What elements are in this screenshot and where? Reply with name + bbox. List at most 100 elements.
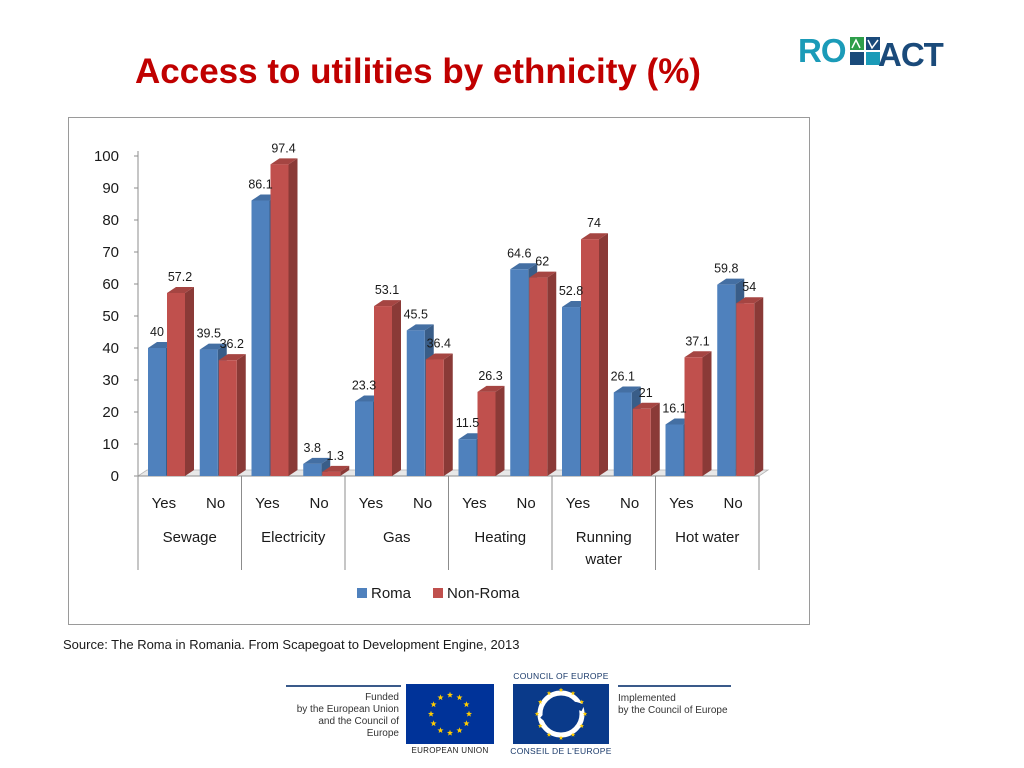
bar-roma [562,307,580,476]
bar-non-roma-side [702,351,712,476]
chart-frame: 0 10 20 30 40 50 60 70 80 90 100 40 57.2 Yes 39.5 36.2 N… [68,117,810,625]
x-subcategory-label: No [620,495,639,512]
coe-caption-top: COUNCIL OF EUROPE [513,671,609,681]
x-subcategory-label: No [413,495,432,512]
data-label-roma: 26.1 [611,369,635,383]
data-label-non-roma: 36.4 [427,337,451,351]
bar-non-roma-top [529,271,557,278]
bar-roma [458,439,477,476]
eu-caption: EUROPEAN UNION [411,746,489,755]
bar-non-roma-side [495,385,505,476]
bar-roma [406,330,425,476]
eu-star-icon [437,727,444,734]
x-group-label: Heating [474,529,526,546]
bar-non-roma [322,471,341,476]
bar-roma [199,349,218,476]
bar-non-roma [167,292,185,476]
data-label-roma: 64.6 [507,246,531,260]
data-label-roma: 3.8 [304,441,321,455]
funded-line: by the European Union [296,704,399,715]
bar-non-roma-top [167,286,194,293]
bar-non-roma-top [322,465,350,472]
coe-star-icon [558,735,564,740]
bar-non-roma [736,303,755,476]
y-tick-label: 50 [102,308,119,325]
y-tick-label: 70 [102,244,119,261]
data-label-non-roma: 36.2 [220,337,244,351]
eu-star-icon [456,727,463,734]
coe-star-icon [546,690,552,696]
bar-roma [148,348,166,476]
legend-label-roma: Roma [371,585,412,602]
eu-star-icon [463,720,470,727]
x-subcategory-label: Yes [255,495,279,512]
bar-non-roma-side [547,271,557,476]
x-subcategory-label: Yes [152,495,176,512]
y-tick-label: 40 [102,340,119,357]
eu-star-icon [465,710,473,717]
data-label-non-roma: 1.3 [327,449,344,463]
data-label-non-roma: 21 [639,386,653,400]
bar-non-roma-top [684,351,712,358]
data-label-roma: 45.5 [404,307,428,321]
funded-line: and the Council of Europe [318,716,399,739]
bar-non-roma-side [236,354,246,476]
footer-divider-right [618,685,731,687]
data-label-roma: 16.1 [662,401,686,415]
x-group-label: Running [576,529,632,546]
bar-non-roma [529,277,548,476]
bar-non-roma-top [218,354,246,361]
eu-stars-icon [427,691,473,736]
y-tick-label: 0 [111,468,119,485]
bar-non-roma-side [443,353,453,476]
x-group-label: water [584,551,622,568]
logo-ro-text: RO [798,32,846,69]
x-subcategory-label: No [724,495,743,512]
page-title: Access to utilities by ethnicity (%) [135,52,701,91]
y-tick-label: 80 [102,212,119,229]
eu-star-icon [446,729,454,736]
legend-swatch-non-roma [433,588,443,598]
x-subcategory-label: No [310,495,329,512]
data-label-roma: 40 [150,325,164,339]
eu-flag-icon [406,684,494,744]
data-label-non-roma: 62 [535,255,549,269]
bar-roma [510,269,529,476]
x-subcategory-label: No [517,495,536,512]
coe-star-icon [579,723,585,728]
logo-act-text: ACT [878,36,944,73]
bar-non-roma [270,164,289,476]
x-group-label: Hot water [675,529,739,546]
coe-star-icon [537,723,543,728]
data-label-roma: 59.8 [714,262,738,276]
data-label-roma: 23.3 [352,378,376,392]
eu-star-icon [430,701,437,708]
coe-star-icon [570,690,576,696]
bar-chart: 0 10 20 30 40 50 60 70 80 90 100 40 57.2 Yes 39.536.2 N… [94,141,770,602]
data-label-non-roma: 53.1 [375,283,399,297]
bar-roma [665,424,684,476]
council-of-europe-logo-icon [513,684,609,744]
bar-non-roma [684,357,703,476]
x-subcategory-label: Yes [359,495,383,512]
bar-non-roma-side [599,233,608,476]
coe-star-icon [579,699,585,704]
eu-star-icon [446,691,454,698]
bar-roma-top [303,457,331,464]
data-label-non-roma: 54 [742,280,756,294]
y-tick-label: 10 [102,436,119,453]
data-label-non-roma: 97.4 [271,141,295,155]
bar-roma-top [406,324,434,331]
x-subcategory-label: No [206,495,225,512]
data-label-roma: 86.1 [248,177,272,191]
bar-non-roma [632,408,651,476]
eu-star-icon [463,701,470,708]
coe-star-icon [582,711,588,716]
x-subcategory-label: Yes [566,495,590,512]
data-label-non-roma: 57.2 [168,270,192,284]
x-subcategory-label: Yes [462,495,486,512]
coe-caption-bottom: CONSEIL DE L'EUROPE [510,746,612,756]
y-tick-label: 100 [94,148,119,165]
eu-star-icon [430,720,437,727]
y-tick-label: 90 [102,180,119,197]
